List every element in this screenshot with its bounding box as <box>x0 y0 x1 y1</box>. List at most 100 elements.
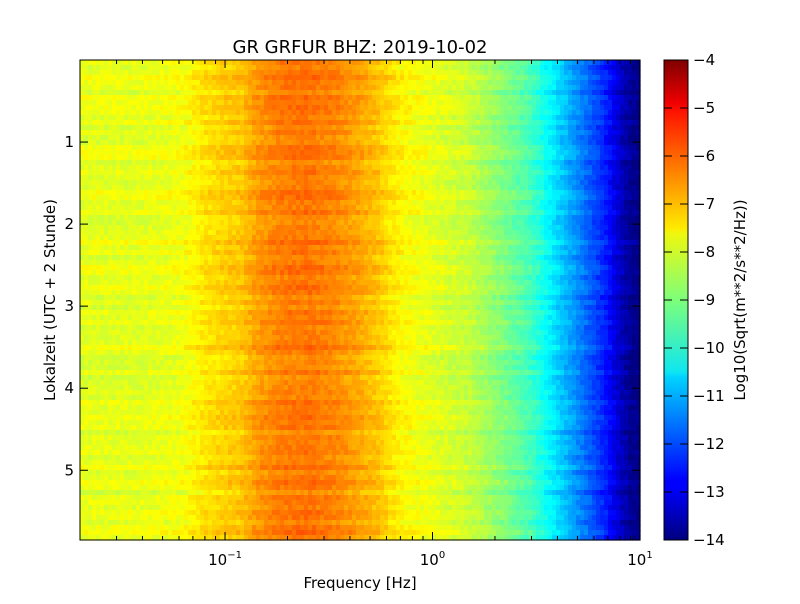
heatmap-cell <box>580 155 585 161</box>
heatmap-cell <box>300 75 305 81</box>
heatmap-cell <box>332 130 337 136</box>
heatmap-cell <box>280 140 285 146</box>
heatmap-cell <box>360 80 365 86</box>
heatmap-cell <box>140 70 145 76</box>
heatmap-cell <box>356 180 361 186</box>
heatmap-cell <box>368 100 373 106</box>
heatmap-cell <box>500 135 505 141</box>
heatmap-cell <box>404 205 409 211</box>
heatmap-cell <box>312 145 317 151</box>
heatmap-cell <box>524 85 529 91</box>
heatmap-cell <box>324 165 329 171</box>
heatmap-cell <box>348 185 353 191</box>
heatmap-cell <box>456 185 461 191</box>
heatmap-cell <box>528 70 533 76</box>
heatmap-cell <box>584 75 589 81</box>
heatmap-cell <box>608 85 613 91</box>
heatmap-cell <box>192 175 197 181</box>
heatmap-cell <box>320 145 325 151</box>
heatmap-cell <box>400 95 405 101</box>
heatmap-cell <box>248 105 253 111</box>
heatmap-cell <box>192 225 197 231</box>
heatmap-cell <box>576 140 581 146</box>
heatmap-cell <box>284 180 289 186</box>
heatmap-cell <box>372 110 377 116</box>
heatmap-cell <box>452 145 457 151</box>
heatmap-cell <box>244 145 249 151</box>
heatmap-cell <box>480 180 485 186</box>
heatmap-cell <box>316 235 321 241</box>
heatmap-cell <box>524 195 529 201</box>
heatmap-cell <box>408 135 413 141</box>
heatmap-cell <box>524 60 529 66</box>
heatmap-cell <box>436 70 441 76</box>
heatmap-cell <box>312 185 317 191</box>
heatmap-cell <box>176 155 181 161</box>
heatmap-cell <box>276 165 281 171</box>
heatmap-cell <box>252 90 257 96</box>
heatmap-cell <box>544 190 549 196</box>
heatmap-cell <box>380 130 385 136</box>
heatmap-cell <box>620 180 625 186</box>
heatmap-cell <box>192 90 197 96</box>
heatmap-cell <box>112 160 117 166</box>
heatmap-cell <box>444 195 449 201</box>
heatmap-cell <box>136 130 141 136</box>
heatmap-cell <box>128 150 133 156</box>
heatmap-cell <box>292 140 297 146</box>
heatmap-cell <box>248 90 253 96</box>
heatmap-cell <box>360 160 365 166</box>
heatmap-cell <box>636 90 641 96</box>
heatmap-cell <box>384 120 389 126</box>
heatmap-cell <box>388 165 393 171</box>
heatmap-cell <box>572 145 577 151</box>
heatmap-cell <box>612 95 617 101</box>
heatmap-cell <box>464 145 469 151</box>
heatmap-cell <box>296 210 301 216</box>
heatmap-cell <box>392 105 397 111</box>
heatmap-cell <box>620 185 625 191</box>
heatmap-cell <box>464 70 469 76</box>
heatmap-cell <box>620 95 625 101</box>
heatmap-cell <box>304 110 309 116</box>
heatmap-cell <box>412 90 417 96</box>
heatmap-cell <box>484 180 489 186</box>
heatmap-cell <box>568 145 573 151</box>
heatmap-cell <box>448 200 453 206</box>
heatmap-cell <box>276 95 281 101</box>
heatmap-cell <box>572 220 577 226</box>
heatmap-cell <box>84 115 89 121</box>
heatmap-cell <box>140 65 145 71</box>
heatmap-cell <box>172 220 177 226</box>
heatmap-cell <box>608 220 613 226</box>
heatmap-cell <box>472 165 477 171</box>
heatmap-cell <box>276 145 281 151</box>
heatmap-cell <box>96 185 101 191</box>
heatmap-cell <box>108 150 113 156</box>
heatmap-cell <box>380 225 385 231</box>
heatmap-cell <box>440 75 445 81</box>
heatmap-cell <box>308 95 313 101</box>
heatmap-cell <box>244 140 249 146</box>
heatmap-cell <box>240 100 245 106</box>
heatmap-cell <box>592 170 597 176</box>
heatmap-cell <box>520 140 525 146</box>
heatmap-cell <box>504 195 509 201</box>
heatmap-cell <box>252 165 257 171</box>
heatmap-cell <box>284 75 289 81</box>
heatmap-cell <box>116 140 121 146</box>
heatmap-cell <box>504 180 509 186</box>
heatmap-cell <box>172 170 177 176</box>
heatmap-cell <box>92 190 97 196</box>
heatmap-cell <box>492 135 497 141</box>
heatmap-cell <box>628 130 633 136</box>
heatmap-cell <box>580 210 585 216</box>
heatmap-cell <box>580 190 585 196</box>
heatmap-cell <box>200 155 205 161</box>
heatmap-cell <box>620 115 625 121</box>
heatmap-cell <box>404 155 409 161</box>
heatmap-cell <box>100 115 105 121</box>
heatmap-cell <box>336 185 341 191</box>
heatmap-cell <box>440 155 445 161</box>
heatmap-cell <box>148 205 153 211</box>
